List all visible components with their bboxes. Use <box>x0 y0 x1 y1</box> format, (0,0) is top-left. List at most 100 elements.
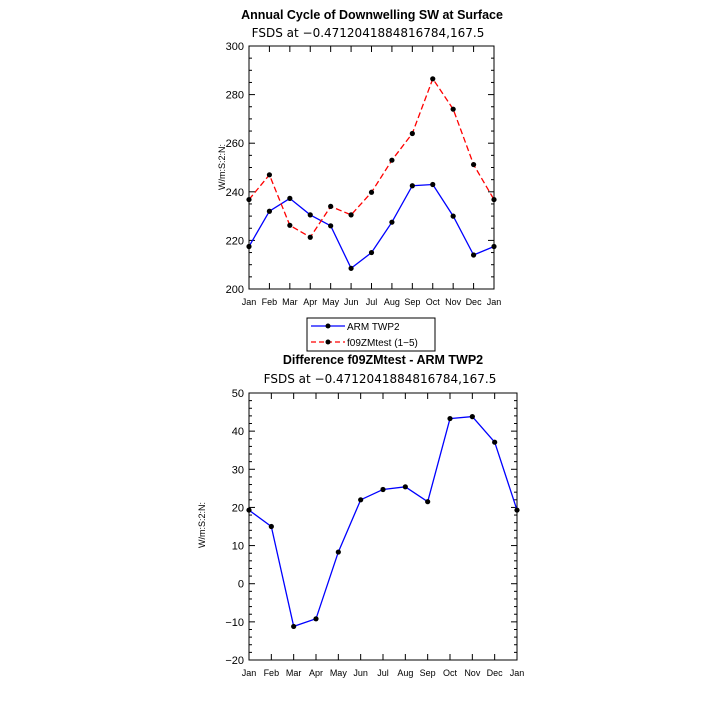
data-point-1 <box>328 203 334 209</box>
data-point-1 <box>491 196 497 203</box>
data-point-0 <box>335 549 341 555</box>
chart-bottom: Difference f09ZMtest - ARM TWP2 FSDS at … <box>197 353 524 678</box>
data-point-0 <box>246 507 252 513</box>
data-point-0 <box>246 243 252 250</box>
data-point-0 <box>389 219 395 225</box>
chart-bottom-ylabel: W/m:S:2:N: <box>197 502 207 548</box>
ytick-label: −20 <box>225 655 244 667</box>
ytick-label: 300 <box>226 41 244 53</box>
xtick-label: Jan <box>487 297 502 307</box>
data-point-0 <box>447 415 453 422</box>
data-point-1 <box>450 106 456 112</box>
data-point-0 <box>425 499 431 505</box>
series-line-0 <box>248 183 495 270</box>
data-point-0 <box>469 414 475 420</box>
data-point-0 <box>268 523 274 530</box>
data-point-0 <box>450 213 456 219</box>
xtick-label: Aug <box>384 297 400 307</box>
data-point-1 <box>246 196 252 203</box>
data-point-1 <box>409 130 415 137</box>
series-line-1 <box>248 77 495 239</box>
chart-bottom-plot-frame <box>248 392 518 661</box>
data-point-1 <box>307 234 313 240</box>
xtick-label: Jul <box>377 668 389 678</box>
series-line-0 <box>248 415 518 628</box>
ytick-label: 260 <box>226 138 244 150</box>
xtick-label: Apr <box>309 668 323 678</box>
chart-bottom-marks <box>246 414 520 630</box>
xtick-label: Mar <box>282 297 298 307</box>
legend-marker-arm <box>325 323 331 329</box>
ytick-label: 20 <box>232 502 244 514</box>
legend-label-model: f09ZMtest (1−5) <box>347 338 418 349</box>
data-point-1 <box>348 212 354 218</box>
xtick-label: Mar <box>286 668 302 678</box>
data-point-0 <box>514 507 520 513</box>
ytick-label: 240 <box>226 187 244 199</box>
xtick-label: Sep <box>404 297 420 307</box>
xtick-label: Nov <box>445 297 462 307</box>
data-point-0 <box>409 183 415 189</box>
ytick-label: 220 <box>226 235 244 247</box>
data-point-1 <box>266 172 273 178</box>
data-point-0 <box>470 252 477 258</box>
chart-top-legend: ARM TWP2 f09ZMtest (1−5) <box>306 317 436 352</box>
xtick-label: Apr <box>303 297 317 307</box>
ytick-label: 30 <box>232 464 244 476</box>
data-point-0 <box>358 497 364 503</box>
data-point-0 <box>291 623 297 630</box>
data-point-0 <box>328 223 334 229</box>
data-point-1 <box>430 76 436 82</box>
xtick-label: Sep <box>420 668 436 678</box>
chart-bottom-title: Difference f09ZMtest - ARM TWP2 <box>283 353 483 367</box>
data-point-0 <box>430 181 436 188</box>
chart-top-subtitle: FSDS at −0.4712041884816784,167.5 <box>252 26 485 40</box>
data-point-0 <box>402 484 408 490</box>
xtick-label: Nov <box>464 668 481 678</box>
data-point-1 <box>389 157 395 163</box>
ytick-label: 50 <box>232 388 244 400</box>
chart-bottom-axes: −20 −10 0 10 20 30 40 50 Jan Feb Mar Apr May Jun Jul Au… <box>225 388 524 678</box>
chart-top: Annual Cycle of Downwelling SW at Surfac… <box>217 8 503 352</box>
xtick-label: Aug <box>397 668 413 678</box>
xtick-label: Feb <box>262 297 278 307</box>
data-point-0 <box>491 243 497 250</box>
data-point-0 <box>348 265 354 271</box>
ytick-label: 200 <box>226 284 244 296</box>
ytick-label: 280 <box>226 90 244 102</box>
xtick-label: May <box>322 297 340 307</box>
xtick-label: Jan <box>510 668 525 678</box>
data-point-0 <box>380 486 386 493</box>
ytick-label: −10 <box>225 617 244 629</box>
xtick-label: Dec <box>466 297 483 307</box>
data-point-1 <box>368 189 375 195</box>
data-point-0 <box>266 208 273 214</box>
chart-top-plot-frame <box>248 45 495 290</box>
xtick-label: Jun <box>353 668 368 678</box>
data-point-0 <box>313 616 319 622</box>
data-point-1 <box>287 222 293 228</box>
ytick-label: 40 <box>232 426 244 438</box>
ytick-label: 0 <box>238 579 244 591</box>
xtick-label: May <box>330 668 348 678</box>
xtick-label: Jun <box>344 297 359 307</box>
chart-top-marks <box>246 76 497 271</box>
xtick-label: Oct <box>443 668 458 678</box>
chart-top-title: Annual Cycle of Downwelling SW at Surfac… <box>241 8 503 22</box>
data-point-1 <box>470 161 477 168</box>
legend-box <box>306 317 436 352</box>
xtick-label: Feb <box>264 668 280 678</box>
data-point-0 <box>368 249 375 256</box>
ytick-label: 10 <box>232 541 244 553</box>
xtick-label: Jan <box>242 668 257 678</box>
chart-top-ylabel: W/m:S:2:N: <box>217 144 227 190</box>
data-point-0 <box>307 212 313 218</box>
chart-top-axes: 200 220 240 260 280 300 Jan Feb Mar Apr May Jun Jul A… <box>226 41 502 307</box>
legend-marker-model <box>325 339 331 345</box>
xtick-label: Jul <box>366 297 378 307</box>
xtick-label: Dec <box>487 668 504 678</box>
data-point-0 <box>492 439 498 445</box>
xtick-label: Oct <box>426 297 441 307</box>
